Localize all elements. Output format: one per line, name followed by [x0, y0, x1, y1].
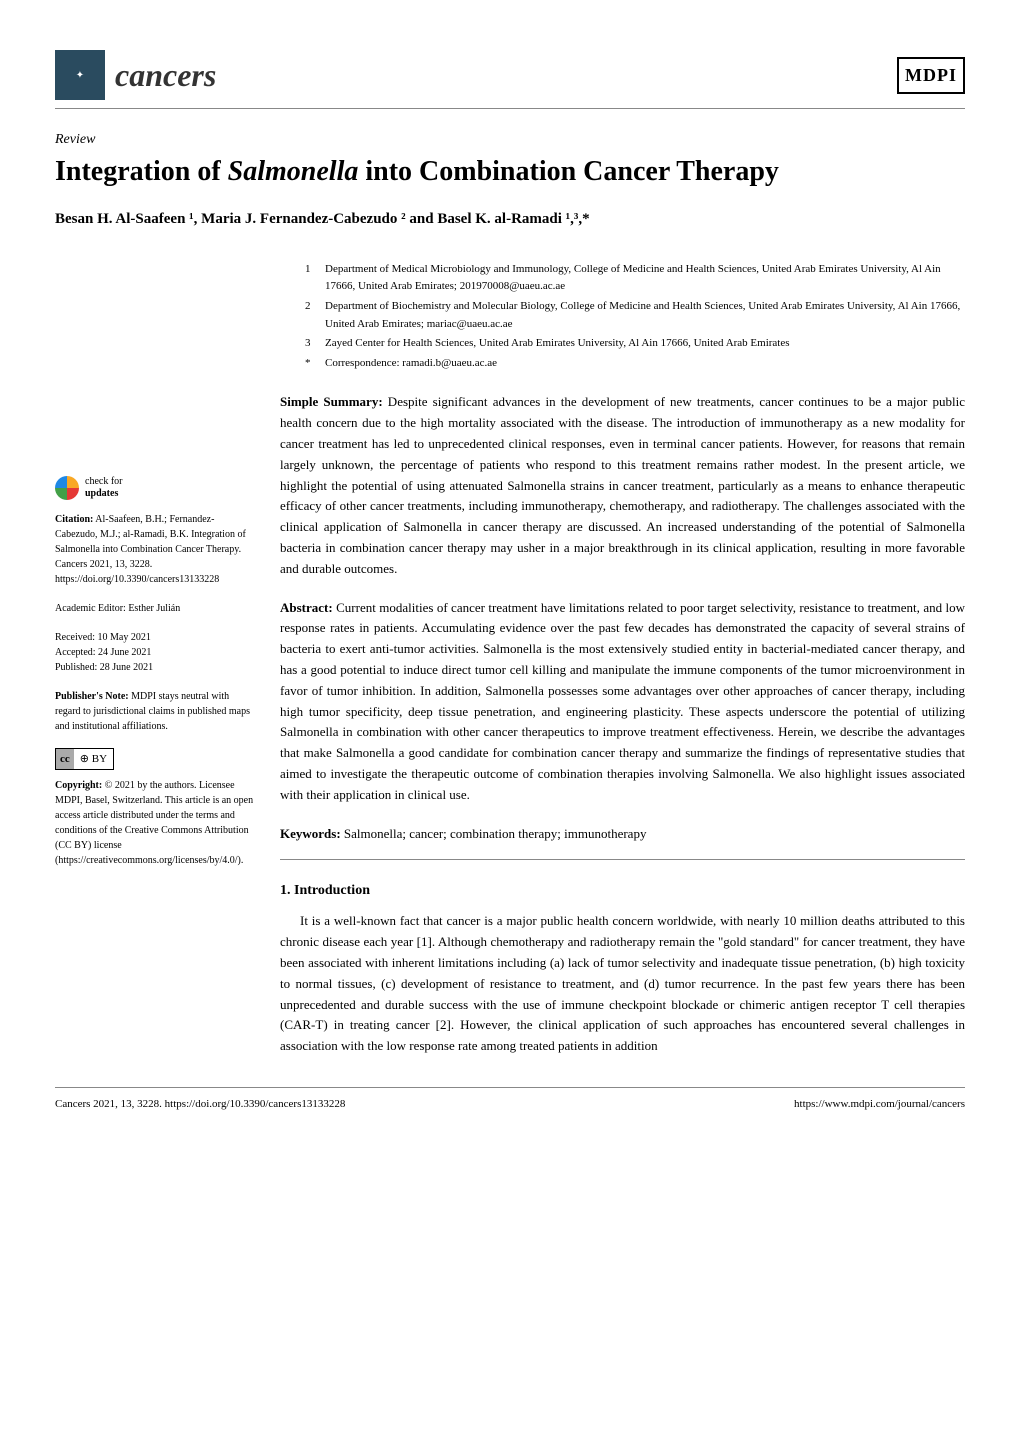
editor-label: Academic Editor:: [55, 603, 128, 614]
keywords-text: Salmonella; cancer; combination therapy;…: [341, 826, 647, 841]
by-icon: ⊕ BY: [74, 749, 113, 770]
aff-text: Department of Biochemistry and Molecular…: [325, 298, 965, 333]
abstract-label: Abstract:: [280, 600, 333, 615]
cc-icon: cc: [56, 749, 74, 770]
page-header: ✦ cancers MDPI: [55, 50, 965, 109]
keywords-label: Keywords:: [280, 826, 341, 841]
check-updates-text: check forupdates: [85, 476, 122, 500]
cc-badge: cc ⊕ BY: [55, 748, 114, 771]
check-updates-icon: [55, 476, 79, 500]
abstract-text: Current modalities of cancer treatment h…: [280, 600, 965, 802]
editor-block: Academic Editor: Esther Julián: [55, 601, 255, 616]
affiliations: 1 Department of Medical Microbiology and…: [280, 261, 965, 373]
authors: Besan H. Al-Saafeen ¹, Maria J. Fernande…: [55, 208, 965, 231]
journal-icon: ✦: [55, 50, 105, 100]
check-updates-badge[interactable]: check forupdates: [55, 476, 255, 500]
title-pre: Integration of: [55, 156, 228, 187]
citation-label: Citation:: [55, 514, 93, 525]
main-layout: check forupdates Citation: Al-Saafeen, B…: [55, 261, 965, 1057]
section-heading: 1. Introduction: [280, 880, 965, 901]
page-footer: Cancers 2021, 13, 3228. https://doi.org/…: [55, 1087, 965, 1113]
citation-block: Citation: Al-Saafeen, B.H.; Fernandez-Ca…: [55, 512, 255, 587]
license-block: cc ⊕ BY Copyright: © 2021 by the authors…: [55, 748, 255, 869]
keywords: Keywords: Salmonella; cancer; combinatio…: [280, 824, 965, 861]
received-text: 10 May 2021: [97, 632, 150, 643]
aff-num: 3: [305, 335, 315, 353]
title-post: into Combination Cancer Therapy: [358, 156, 779, 187]
sidebar: check forupdates Citation: Al-Saafeen, B…: [55, 261, 255, 1057]
abstract: Abstract: Current modalities of cancer t…: [280, 598, 965, 806]
article-title: Integration of Salmonella into Combinati…: [55, 154, 965, 190]
journal-logo: ✦ cancers: [55, 50, 216, 100]
accepted-text: 24 June 2021: [98, 647, 151, 658]
aff-num: 1: [305, 261, 315, 296]
pubnote-label: Publisher's Note:: [55, 691, 129, 702]
footer-right: https://www.mdpi.com/journal/cancers: [794, 1096, 965, 1113]
affiliation-3: 3 Zayed Center for Health Sciences, Unit…: [305, 335, 965, 353]
dates-block: Received: 10 May 2021 Accepted: 24 June …: [55, 630, 255, 675]
affiliation-1: 1 Department of Medical Microbiology and…: [305, 261, 965, 296]
article-type: Review: [55, 129, 965, 150]
aff-text: Department of Medical Microbiology and I…: [325, 261, 965, 296]
summary-text: Despite significant advances in the deve…: [280, 394, 965, 575]
published-text: 28 June 2021: [100, 662, 153, 673]
journal-name: cancers: [115, 51, 216, 99]
affiliation-corr: * Correspondence: ramadi.b@uaeu.ac.ae: [305, 355, 965, 373]
title-em: Salmonella: [228, 156, 359, 187]
published-label: Published:: [55, 662, 100, 673]
publisher-logo: MDPI: [897, 57, 965, 94]
accepted-label: Accepted:: [55, 647, 98, 658]
copyright-text: © 2021 by the authors. Licensee MDPI, Ba…: [55, 780, 253, 866]
editor-text: Esther Julián: [128, 603, 180, 614]
received-label: Received:: [55, 632, 97, 643]
summary-label: Simple Summary:: [280, 394, 383, 409]
affiliation-2: 2 Department of Biochemistry and Molecul…: [305, 298, 965, 333]
simple-summary: Simple Summary: Despite significant adva…: [280, 392, 965, 579]
copyright-label: Copyright:: [55, 780, 102, 791]
aff-text: Correspondence: ramadi.b@uaeu.ac.ae: [325, 355, 965, 373]
aff-num: *: [305, 355, 315, 373]
aff-num: 2: [305, 298, 315, 333]
publisher-note-block: Publisher's Note: MDPI stays neutral wit…: [55, 689, 255, 734]
aff-text: Zayed Center for Health Sciences, United…: [325, 335, 965, 353]
main-content: 1 Department of Medical Microbiology and…: [280, 261, 965, 1057]
section-body: It is a well-known fact that cancer is a…: [280, 911, 965, 1057]
footer-left: Cancers 2021, 13, 3228. https://doi.org/…: [55, 1096, 345, 1113]
